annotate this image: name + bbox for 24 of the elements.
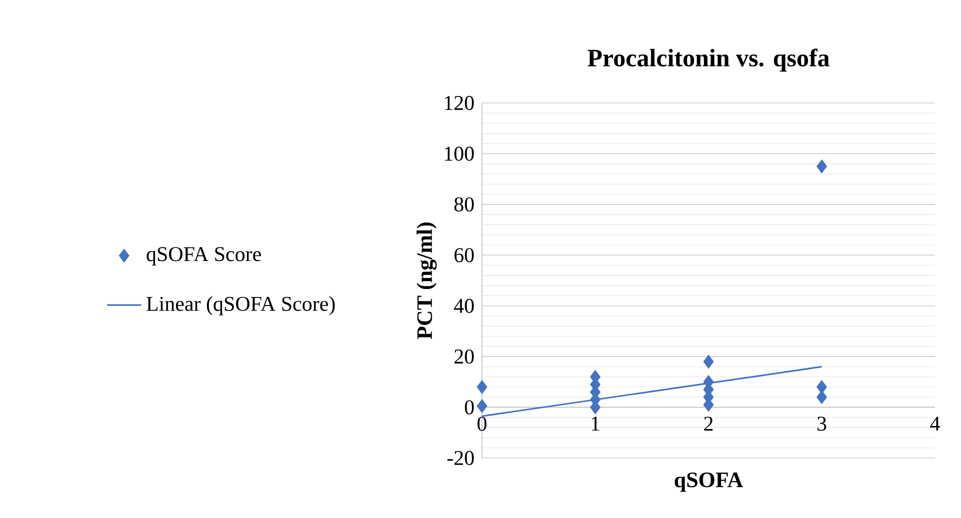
point [816, 380, 827, 394]
x-tick-label: 2 [704, 416, 713, 431]
point [816, 160, 827, 174]
y-axis-title: PCT (ng/ml) [416, 222, 437, 340]
x-tick-label: 3 [818, 416, 826, 431]
y-tick-label: 120 [444, 96, 474, 110]
legend-label: qSOFA Score [146, 247, 261, 266]
chart-title: Procalcitonin vs. qsofa [588, 48, 830, 72]
legend-label: Linear (qSOFA Score) [146, 296, 335, 316]
point [476, 399, 488, 413]
y-tick-label: -20 [447, 450, 474, 466]
y-tick-label: 20 [454, 349, 474, 364]
y-tick-label: 0 [464, 400, 474, 414]
y-tick-label: 60 [454, 248, 474, 262]
point [816, 390, 827, 404]
x-tick-label: 1 [592, 416, 600, 431]
y-tick-label: 40 [454, 298, 474, 313]
y-tick-label: 100 [444, 146, 474, 161]
x-axis-title: qSOFA [674, 472, 743, 492]
point [703, 354, 714, 368]
y-tick-label: 80 [454, 197, 474, 212]
x-tick-label: 4 [930, 416, 940, 431]
x-tick-label: 0 [478, 416, 486, 431]
point [476, 380, 488, 394]
